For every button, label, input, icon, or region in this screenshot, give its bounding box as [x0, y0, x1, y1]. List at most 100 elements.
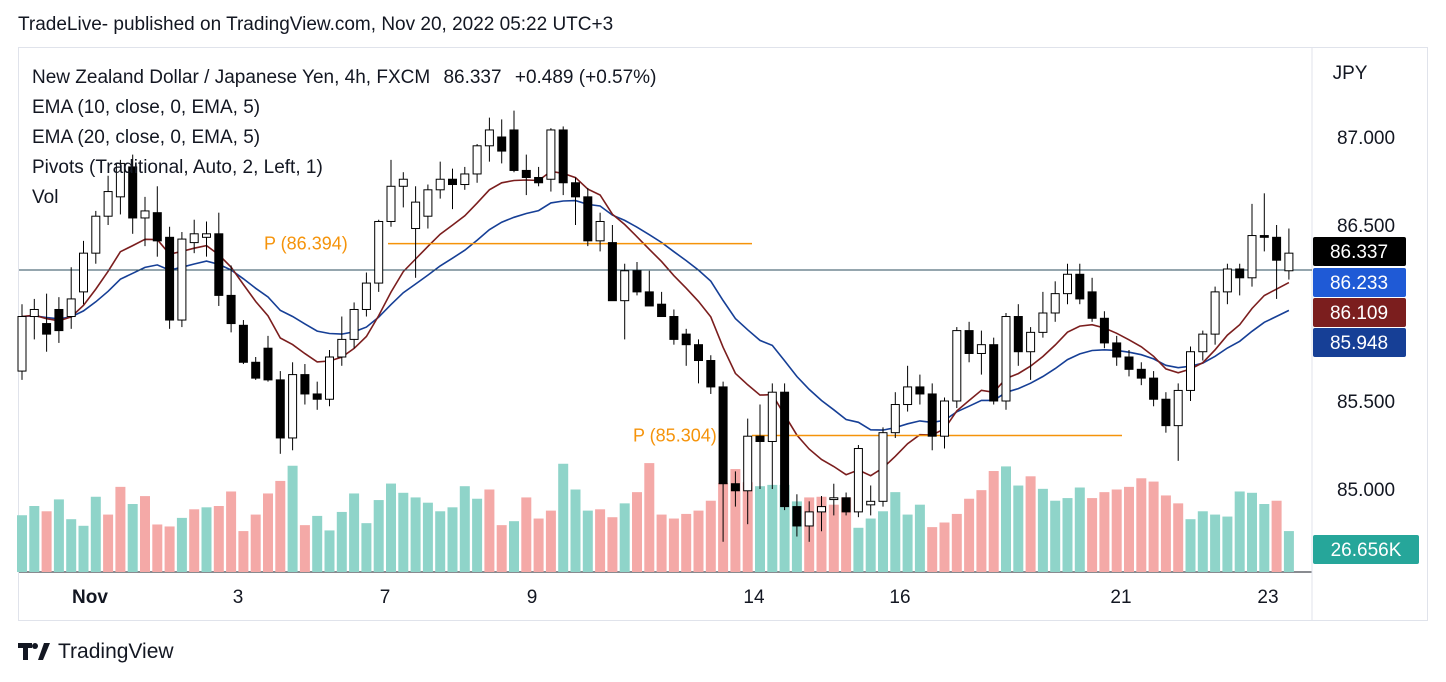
candle-body	[42, 323, 52, 335]
price-tick-label: 86.500	[1337, 216, 1395, 237]
candle-body	[767, 391, 777, 442]
time-tick-label: 14	[743, 587, 765, 608]
time-tick-label: 7	[380, 587, 391, 608]
volume-bar	[632, 492, 642, 572]
legend-last-price: 86.337	[443, 67, 502, 88]
legend-ema10[interactable]: EMA (10, close, 0, EMA, 5)	[32, 97, 261, 118]
volume-bar	[103, 514, 114, 572]
volume-bar	[1087, 498, 1098, 572]
footer-brand[interactable]: TradingView	[18, 640, 174, 664]
volume-bar	[927, 527, 938, 572]
candle-body	[1001, 316, 1011, 402]
candle-body	[349, 308, 359, 340]
candle-body	[435, 178, 445, 191]
volume-bar	[336, 511, 347, 572]
legend-symbol-row[interactable]: New Zealand Dollar / Japanese Yen, 4h, F…	[32, 63, 656, 93]
candle-body	[964, 330, 974, 354]
candle-body	[202, 233, 211, 238]
candle-body	[644, 291, 654, 307]
candle-body	[743, 435, 753, 492]
time-tick-label: 3	[233, 587, 244, 608]
candle-body	[484, 129, 494, 147]
volume-bar	[1001, 466, 1011, 572]
volume-bar	[828, 504, 839, 572]
volume-bar	[349, 493, 360, 572]
legend-pivots[interactable]: Pivots (Traditional, Auto, 2, Left, 1)	[32, 157, 323, 178]
volume-bar	[152, 524, 163, 572]
brand-name: TradingView	[58, 640, 174, 663]
volume-bar	[951, 513, 962, 572]
legend-vol[interactable]: Vol	[32, 187, 59, 208]
volume-bar	[1259, 504, 1270, 572]
candle-body	[472, 145, 482, 175]
volume-bar	[902, 514, 913, 572]
candle-body	[730, 483, 740, 492]
candle-body	[669, 316, 679, 340]
volume-bar	[66, 519, 77, 572]
volume-bar	[386, 483, 396, 572]
volume-bar	[90, 496, 101, 572]
candle-body	[915, 386, 925, 395]
candle-body	[1136, 368, 1146, 379]
currency-label: JPY	[1333, 63, 1368, 84]
candle-body	[54, 308, 64, 332]
candle-body	[275, 379, 285, 439]
volume-bar	[115, 486, 126, 572]
volume-bar	[644, 463, 655, 572]
price-badge	[1313, 328, 1406, 357]
candle-body	[583, 196, 593, 242]
candle-body	[607, 242, 617, 302]
volume-bar	[287, 465, 298, 572]
candle-body	[1124, 356, 1134, 370]
candle-body	[1038, 312, 1048, 333]
volume-bar	[742, 482, 753, 572]
volume-bar	[1136, 478, 1147, 572]
candle-body	[681, 333, 691, 346]
price-tick-label: 85.000	[1337, 480, 1395, 501]
volume-bar	[189, 509, 200, 572]
candle-body	[300, 374, 310, 395]
volume-bar	[201, 507, 212, 572]
price-badge-label: 85.948	[1330, 333, 1388, 354]
pivot-label: P (86.394)	[264, 234, 348, 254]
ema20-path	[21, 199, 1290, 431]
legend-ema20[interactable]: EMA (20, close, 0, EMA, 5)	[32, 127, 261, 148]
volume-bar	[730, 469, 741, 572]
candle-body	[251, 361, 261, 379]
tradingview-logo-icon	[18, 643, 50, 660]
time-tick-label: 23	[1257, 587, 1278, 608]
volume-bar	[1099, 492, 1110, 572]
volume-bar	[250, 514, 261, 572]
price-badge-label: 86.337	[1330, 242, 1388, 263]
candle-body	[398, 178, 408, 187]
volume-bar	[1222, 516, 1233, 572]
volume-bar	[865, 518, 876, 572]
candle-body	[1161, 398, 1171, 427]
candle-body	[140, 210, 150, 219]
candle-body	[361, 282, 371, 310]
volume-bar	[619, 503, 630, 572]
volume-bar	[582, 510, 593, 572]
ema20-line	[21, 199, 1290, 431]
price-tick-label: 87.000	[1337, 128, 1395, 149]
volume-bar	[472, 498, 483, 572]
volume-bar	[853, 527, 864, 572]
candle-body	[632, 270, 642, 293]
volume-badge	[1313, 535, 1419, 564]
candle-body	[853, 448, 863, 513]
candle-body	[890, 404, 900, 434]
volume-bar	[140, 496, 150, 572]
price-badge	[1313, 268, 1406, 297]
candle-body	[1112, 342, 1122, 358]
candle-body	[878, 432, 888, 502]
legend-symbol: New Zealand Dollar / Japanese Yen, 4h, F…	[32, 67, 431, 88]
volume-bar	[226, 491, 237, 572]
candle-body	[903, 386, 913, 406]
candle-body	[460, 173, 470, 186]
volume-bars	[17, 463, 1294, 572]
candle-body	[79, 252, 88, 293]
candle-body	[189, 233, 199, 244]
candle-body	[829, 497, 839, 501]
candle-body	[521, 169, 531, 178]
